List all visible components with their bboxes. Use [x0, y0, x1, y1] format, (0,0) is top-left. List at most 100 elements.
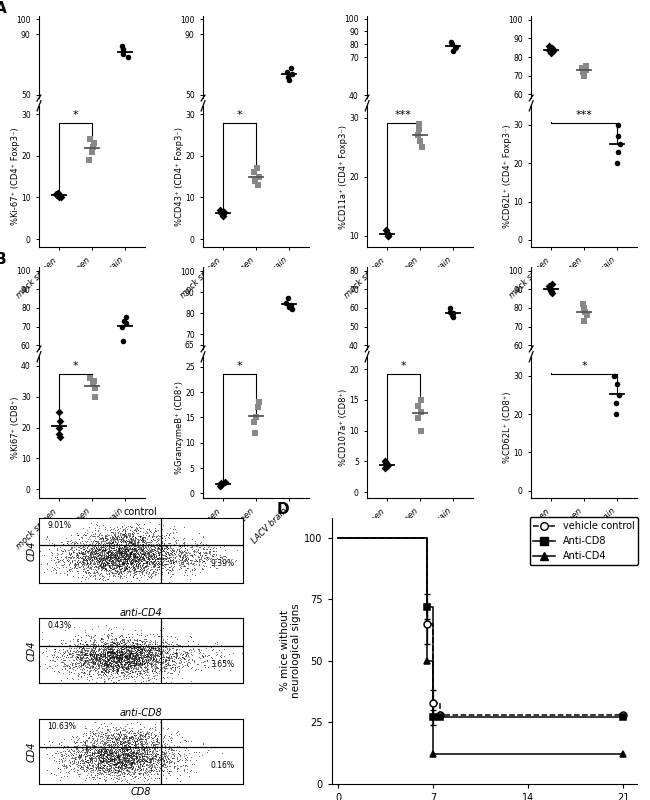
- Point: [129, 739, 139, 752]
- Point: [88, 744, 99, 757]
- Point: [160, 748, 170, 761]
- Point: [146, 647, 157, 660]
- Point: [104, 746, 114, 758]
- Point: [159, 538, 169, 550]
- Point: [127, 559, 138, 572]
- Point: [80, 546, 90, 558]
- Point: [129, 746, 139, 758]
- Point: [122, 764, 132, 777]
- Point: [107, 769, 117, 782]
- Point: [99, 652, 110, 665]
- Point: [176, 556, 187, 569]
- Point: [124, 539, 134, 552]
- Point: [153, 740, 163, 753]
- Point: [104, 767, 114, 780]
- Point: [181, 649, 192, 662]
- Point: [62, 660, 72, 673]
- Point: [103, 658, 114, 671]
- Point: [117, 658, 127, 670]
- Point: [133, 559, 143, 572]
- Point: [94, 742, 104, 755]
- Point: [109, 549, 120, 562]
- Point: [126, 527, 136, 540]
- Point: [94, 654, 104, 667]
- Point: [109, 741, 119, 754]
- Point: [78, 550, 88, 562]
- Point: [201, 546, 211, 559]
- Point: [116, 559, 126, 572]
- Point: [159, 662, 169, 674]
- Point: [155, 648, 166, 661]
- Point: [156, 639, 166, 652]
- Point: [144, 742, 154, 755]
- Point: [161, 756, 171, 769]
- Point: [142, 650, 152, 662]
- Point: [113, 653, 124, 666]
- Point: [131, 747, 141, 760]
- Point: [108, 574, 118, 587]
- Point: [158, 750, 168, 763]
- Point: [146, 658, 157, 670]
- Point: [140, 649, 151, 662]
- Point: [99, 770, 109, 782]
- Point: [121, 639, 131, 652]
- Point: [99, 549, 109, 562]
- Point: [98, 751, 108, 764]
- Point: [81, 755, 91, 768]
- Point: [176, 649, 187, 662]
- Point: [154, 650, 164, 662]
- Point: [124, 650, 135, 662]
- Point: [144, 726, 155, 739]
- Point: [153, 556, 164, 569]
- Point: [159, 558, 170, 570]
- Point: [98, 531, 108, 544]
- Point: [165, 755, 176, 768]
- Point: [168, 555, 178, 568]
- Point: [161, 746, 172, 758]
- Point: [134, 557, 144, 570]
- Point: [191, 554, 202, 567]
- Point: [105, 746, 116, 759]
- Point: [105, 726, 115, 738]
- Point: [104, 539, 114, 552]
- Point: [122, 557, 132, 570]
- Point: [101, 730, 112, 743]
- Point: [144, 651, 155, 664]
- Point: [185, 554, 195, 566]
- Point: [91, 651, 101, 664]
- Point: [83, 662, 94, 674]
- Point: [138, 654, 148, 667]
- Point: [80, 666, 90, 679]
- Point: [138, 755, 149, 768]
- Point: [85, 652, 96, 665]
- Point: [90, 558, 100, 570]
- Point: [90, 646, 100, 658]
- Point: [127, 556, 138, 569]
- Point: [111, 758, 121, 771]
- Point: [122, 757, 133, 770]
- Point: [113, 663, 124, 676]
- Point: [106, 550, 116, 563]
- Point: [116, 546, 126, 559]
- Point: [169, 760, 179, 773]
- Point: [150, 729, 161, 742]
- Point: [99, 571, 109, 584]
- Point: [84, 556, 95, 569]
- Point: [83, 572, 94, 585]
- Point: [148, 535, 158, 548]
- Point: [145, 751, 155, 764]
- Point: [110, 752, 120, 765]
- Point: [154, 643, 164, 656]
- Point: [129, 736, 140, 749]
- Point: [155, 664, 166, 677]
- Point: [196, 552, 207, 565]
- Point: [87, 553, 98, 566]
- Point: [138, 550, 148, 562]
- Point: [149, 555, 159, 568]
- Point: [90, 550, 100, 562]
- Point: [115, 750, 125, 762]
- Point: [89, 547, 99, 560]
- Point: [93, 659, 103, 672]
- Point: [179, 549, 189, 562]
- Point: [109, 553, 120, 566]
